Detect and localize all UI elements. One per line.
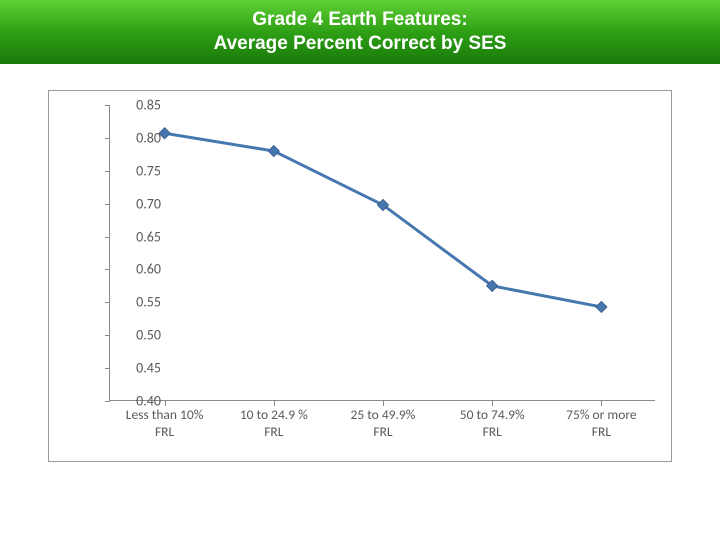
series-marker (596, 301, 607, 312)
x-tick-label: 10 to 24.9 % FRL (219, 407, 329, 441)
chart-container: 0.850.800.750.700.650.600.550.500.450.40… (48, 90, 672, 462)
y-tick-mark (105, 171, 110, 172)
x-tick-label: 75% or more FRL (546, 407, 656, 441)
y-tick-mark (105, 368, 110, 369)
y-tick-label: 0.45 (121, 360, 161, 377)
slide-header: Grade 4 Earth Features: Average Percent … (0, 0, 720, 64)
y-tick-mark (105, 138, 110, 139)
y-tick-mark (105, 335, 110, 336)
y-tick-mark (105, 105, 110, 106)
y-tick-mark (105, 302, 110, 303)
plot-area: 0.850.800.750.700.650.600.550.500.450.40… (109, 105, 655, 401)
slide-title: Grade 4 Earth Features: Average Percent … (214, 8, 507, 56)
y-tick-mark (105, 401, 110, 402)
y-tick-mark (105, 269, 110, 270)
x-tick-label: 50 to 74.9% FRL (437, 407, 547, 441)
y-tick-label: 0.75 (121, 162, 161, 179)
line-series (110, 105, 656, 401)
y-tick-mark (105, 237, 110, 238)
y-tick-label: 0.80 (121, 129, 161, 146)
x-tick-label: Less than 10% FRL (110, 407, 220, 441)
series-line (165, 133, 602, 307)
y-tick-label: 0.85 (121, 97, 161, 114)
y-tick-label: 0.70 (121, 195, 161, 212)
y-tick-label: 0.60 (121, 261, 161, 278)
y-tick-label: 0.50 (121, 327, 161, 344)
y-tick-mark (105, 204, 110, 205)
x-tick-label: 25 to 49.9% FRL (328, 407, 438, 441)
series-marker (268, 146, 279, 157)
y-tick-label: 0.65 (121, 228, 161, 245)
y-tick-label: 0.55 (121, 294, 161, 311)
